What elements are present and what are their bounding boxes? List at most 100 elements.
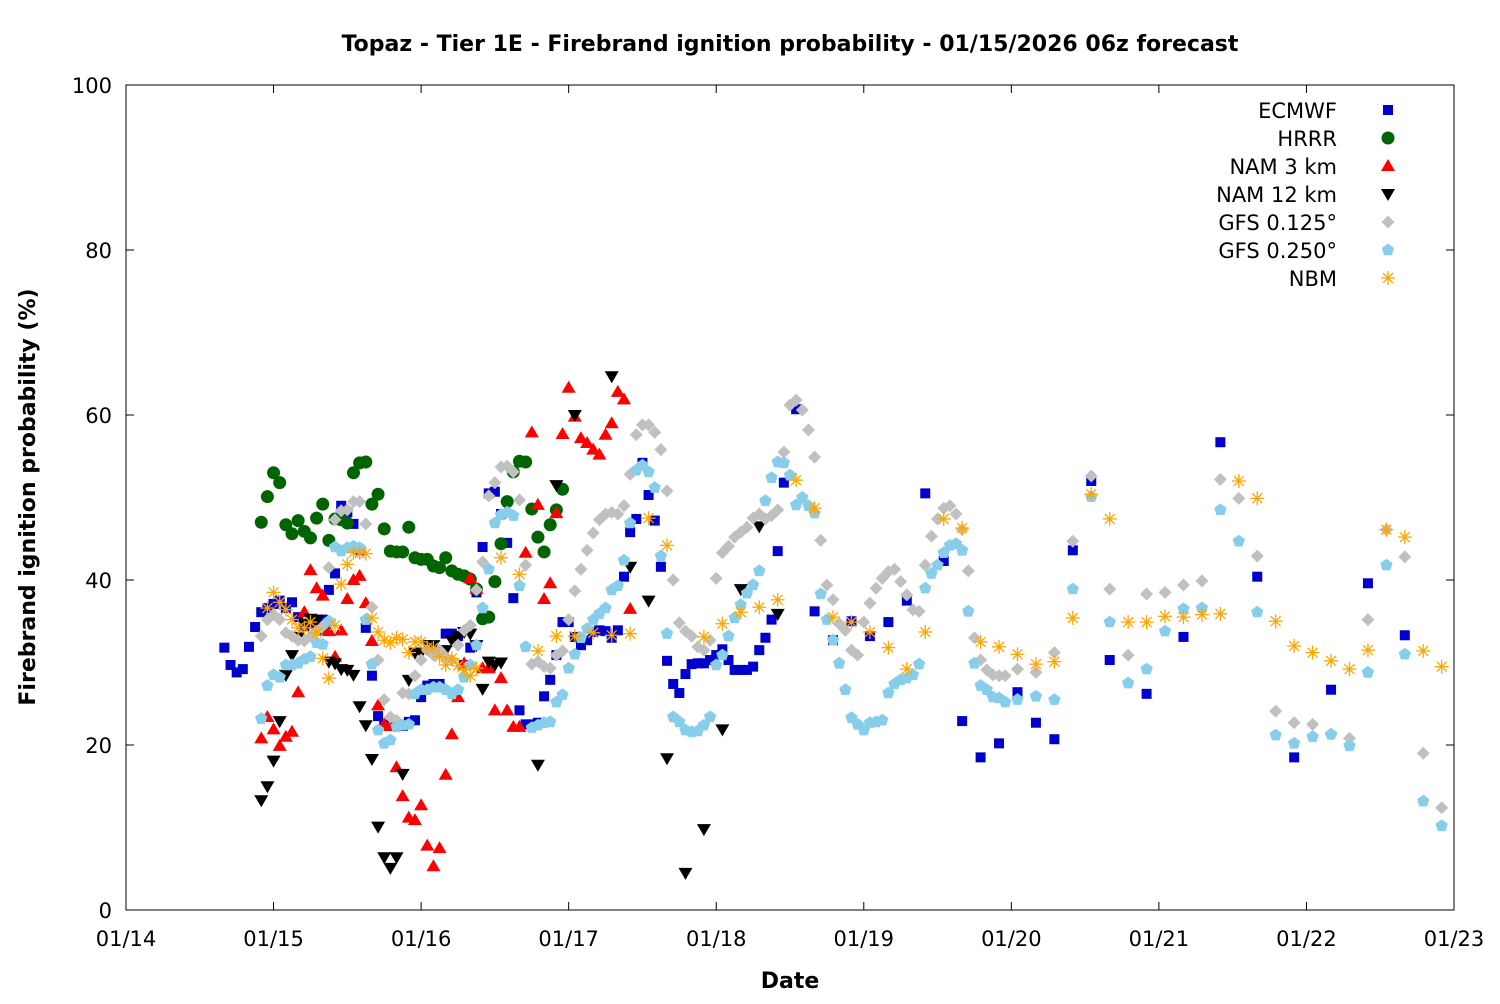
point-ecmwf — [735, 664, 746, 675]
point-gfs-0-250 — [753, 564, 766, 577]
point-nbm — [1287, 639, 1302, 653]
point-gfs-0-250 — [1380, 558, 1393, 571]
point-nam-3-km — [543, 576, 558, 589]
x-tick-label: 01/18 — [686, 927, 747, 951]
y-tick-label: 0 — [99, 899, 112, 923]
point-ecmwf — [631, 513, 642, 524]
point-gfs-0-125 — [512, 493, 526, 507]
point-gfs-0-250 — [716, 648, 729, 661]
point-gfs-0-125 — [648, 425, 662, 439]
point-gfs-0-250 — [968, 656, 981, 669]
point-hrrr — [267, 466, 281, 480]
point-hrrr — [488, 575, 502, 589]
point-nam-12-km — [604, 371, 619, 384]
legend: ECMWF HRRR NAM 3 km NAM 12 km GFS 0.125° GFS … — [1216, 99, 1395, 291]
point-nam-3-km — [451, 690, 465, 703]
y-tick-label: 40 — [85, 569, 112, 593]
point-hrrr — [543, 518, 557, 532]
point-ecmwf — [643, 490, 654, 501]
point-nbm — [469, 661, 484, 676]
point-nam-3-km — [518, 545, 533, 558]
point-nam-3-km — [254, 731, 269, 744]
point-gfs-0-125 — [365, 600, 379, 614]
point-hrrr — [500, 495, 514, 509]
x-tick-label: 01/20 — [981, 927, 1042, 951]
point-nbm — [340, 557, 355, 572]
point-gfs-0-250 — [1232, 534, 1245, 547]
point-nam-12-km — [383, 862, 398, 875]
point-gfs-0-125 — [795, 403, 809, 417]
point-nbm — [285, 612, 299, 627]
point-gfs-0-125 — [414, 653, 428, 667]
point-nbm — [1379, 522, 1394, 537]
point-gfs-0-250 — [734, 598, 747, 610]
legend-label-nam-12-km: NAM 12 km — [1216, 183, 1337, 207]
point-ecmwf — [489, 486, 500, 497]
point-nam-3-km — [272, 738, 287, 751]
point-gfs-0-250 — [826, 633, 840, 646]
point-gfs-0-125 — [629, 428, 643, 442]
point-gfs-0-250 — [1361, 665, 1375, 678]
point-gfs-0-250 — [371, 723, 385, 736]
point-gfs-0-125 — [771, 503, 785, 517]
point-nbm — [1194, 607, 1209, 622]
point-hrrr — [433, 561, 447, 575]
point-gfs-0-250 — [562, 661, 575, 674]
point-ecmwf — [508, 593, 519, 604]
point-ecmwf — [778, 477, 789, 488]
point-ecmwf — [625, 527, 636, 538]
point-nbm — [752, 600, 767, 615]
point-nbm — [641, 511, 656, 526]
point-nbm — [364, 610, 379, 625]
point-hrrr — [482, 610, 496, 624]
point-nbm — [1028, 657, 1043, 672]
point-nam-12-km — [567, 410, 582, 422]
point-nbm — [303, 615, 318, 630]
point-ecmwf — [268, 598, 279, 609]
point-gfs-0-250 — [814, 587, 827, 600]
point-nam-3-km — [364, 634, 379, 647]
point-gfs-0-125 — [543, 661, 557, 675]
point-gfs-0-125 — [924, 529, 938, 543]
point-ecmwf — [754, 645, 765, 656]
point-ecmwf — [409, 715, 420, 726]
point-gfs-0-250 — [1140, 662, 1153, 675]
point-gfs-0-125 — [820, 578, 834, 592]
point-nam-12-km — [770, 608, 785, 621]
point-hrrr — [310, 511, 324, 525]
point-gfs-0-250 — [820, 613, 834, 625]
point-nam-12-km — [549, 480, 564, 493]
point-ecmwf — [575, 640, 586, 651]
point-gfs-0-125 — [722, 539, 736, 553]
point-gfs-0-125 — [1084, 469, 1098, 483]
point-gfs-0-125 — [568, 584, 582, 598]
point-gfs-0-125 — [611, 507, 625, 521]
point-gfs-0-250 — [882, 686, 895, 699]
point-gfs-0-250 — [1343, 739, 1356, 752]
point-hrrr — [377, 522, 391, 536]
point-gfs-0-250 — [482, 562, 495, 575]
chart-title: Topaz - Tier 1E - Firebrand ignition pro… — [342, 32, 1239, 57]
point-nbm — [733, 605, 748, 620]
point-gfs-0-125 — [488, 476, 502, 490]
point-gfs-0-125 — [888, 562, 902, 576]
point-nbm — [1213, 606, 1228, 621]
point-ecmwf — [514, 705, 525, 716]
point-nbm — [395, 632, 410, 647]
point-gfs-0-250 — [1122, 676, 1135, 689]
point-ecmwf — [612, 625, 623, 636]
point-ecmwf — [711, 650, 722, 661]
point-ecmwf — [705, 655, 716, 666]
point-ecmwf — [938, 556, 949, 567]
point-nbm — [512, 567, 527, 582]
point-ecmwf — [1362, 578, 1373, 589]
point-ecmwf — [545, 674, 556, 685]
point-nam-12-km — [371, 821, 386, 834]
point-nbm — [328, 618, 343, 633]
point-ecmwf — [539, 691, 550, 702]
point-nbm — [715, 616, 730, 631]
point-hrrr — [291, 514, 305, 528]
point-nbm — [1305, 645, 1320, 660]
x-axis-label: Date — [761, 969, 820, 994]
